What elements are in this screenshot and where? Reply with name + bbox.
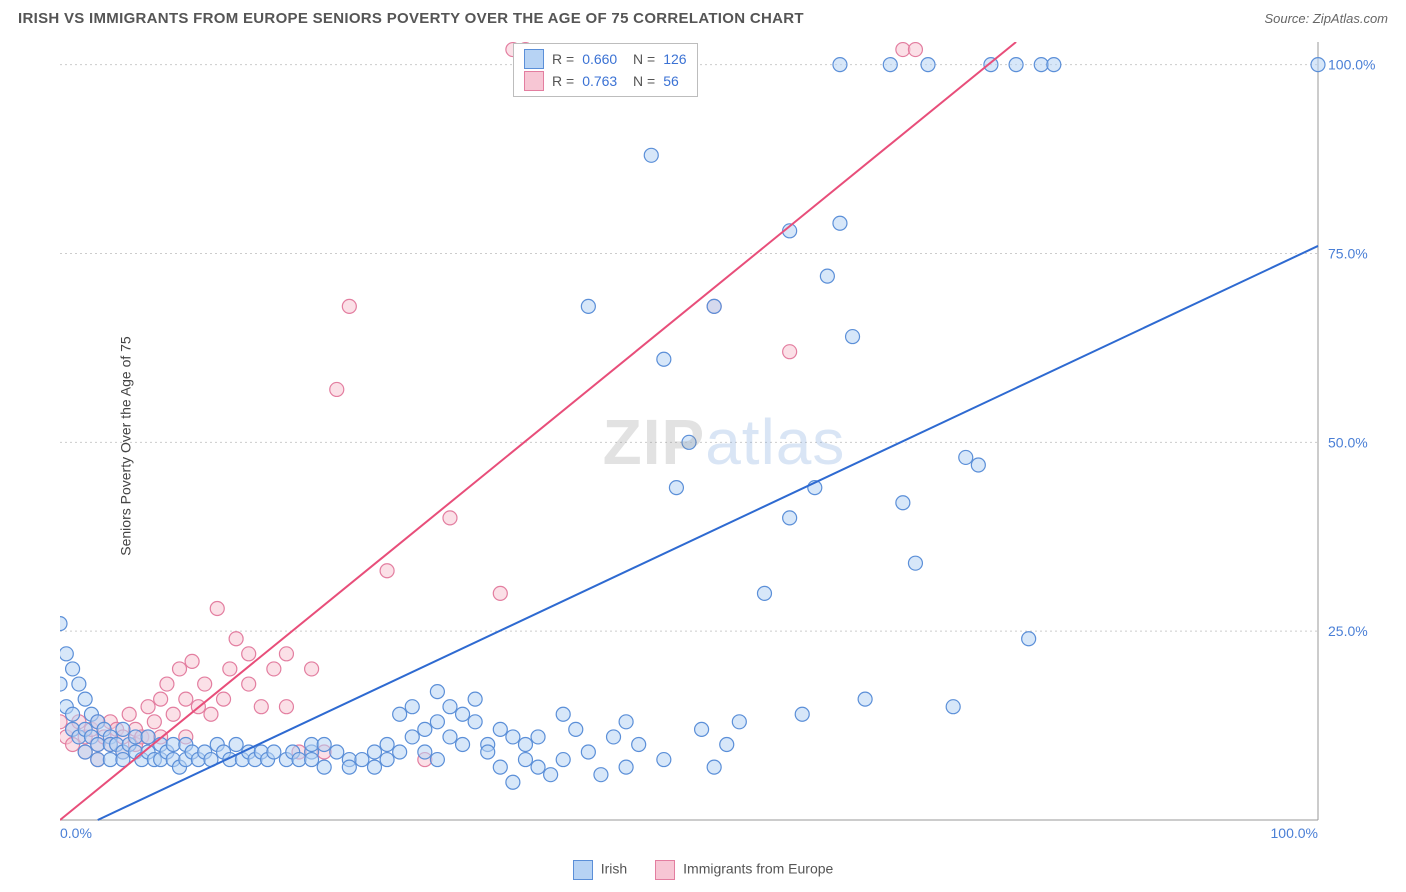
stats-n-value: 56	[663, 70, 679, 92]
svg-text:25.0%: 25.0%	[1328, 623, 1368, 639]
stats-n-value: 126	[663, 48, 686, 70]
svg-text:75.0%: 75.0%	[1328, 245, 1368, 261]
stats-r-value: 0.660	[582, 48, 617, 70]
legend-bottom: Irish Immigrants from Europe	[0, 860, 1406, 880]
legend-swatch	[655, 860, 675, 880]
legend-swatch	[524, 49, 544, 69]
svg-text:100.0%: 100.0%	[1328, 57, 1375, 73]
svg-text:0.0%: 0.0%	[60, 825, 92, 841]
legend-label: Immigrants from Europe	[683, 861, 833, 877]
svg-text:100.0%: 100.0%	[1271, 825, 1318, 841]
stats-r-value: 0.763	[582, 70, 617, 92]
legend-item: Irish	[573, 860, 627, 880]
svg-text:50.0%: 50.0%	[1328, 434, 1368, 450]
chart-header: IRISH VS IMMIGRANTS FROM EUROPE SENIORS …	[0, 0, 1406, 33]
legend-label: Irish	[601, 861, 627, 877]
stats-r-label: R =	[552, 48, 574, 70]
chart-title: IRISH VS IMMIGRANTS FROM EUROPE SENIORS …	[18, 10, 804, 27]
chart-svg: 25.0% 50.0% 75.0% 100.0% 0.0% 100.0%	[60, 42, 1388, 842]
stats-n-label: N =	[625, 48, 655, 70]
stats-row: R = 0.660 N = 126	[524, 48, 687, 70]
stats-n-label: N =	[625, 70, 655, 92]
stats-r-label: R =	[552, 70, 574, 92]
legend-swatch	[524, 71, 544, 91]
legend-item: Immigrants from Europe	[655, 860, 833, 880]
stats-row: R = 0.763 N = 56	[524, 70, 687, 92]
stats-legend-box: R = 0.660 N = 126R = 0.763 N = 56	[513, 43, 698, 97]
chart-plot-area: 25.0%50.0%75.0%100.0%0.0%100.0% ZIPatlas…	[60, 42, 1388, 842]
legend-swatch	[573, 860, 593, 880]
chart-source: Source: ZipAtlas.com	[1264, 11, 1388, 26]
